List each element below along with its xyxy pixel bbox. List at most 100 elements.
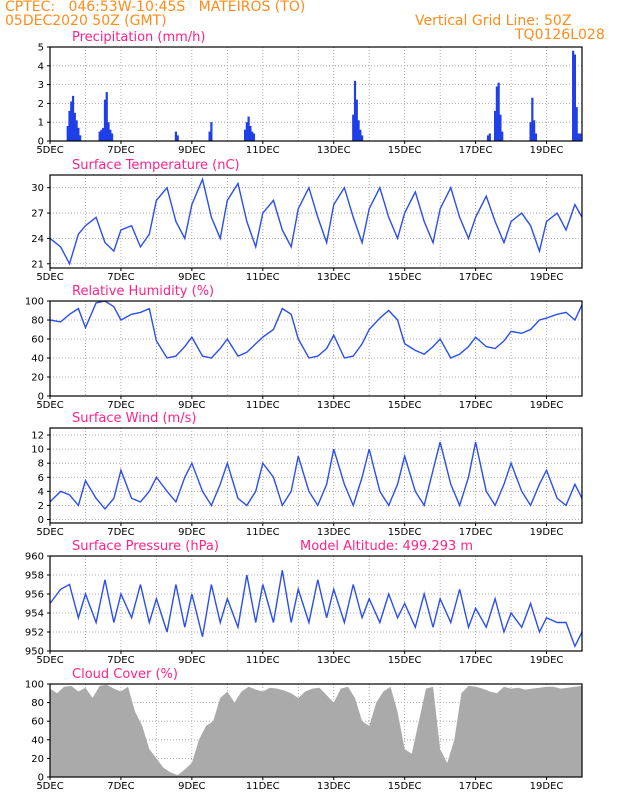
x-tick-label: 13DEC [317,272,351,283]
precip-bar [102,127,105,141]
x-tick-label: 15DEC [388,400,422,411]
x-tick-label: 11DEC [246,781,280,792]
y-tick-label: 27 [31,209,44,220]
precip-bar [495,86,498,141]
precip-bar [488,133,491,141]
precip-bar [77,127,80,141]
precip-bar [534,133,537,141]
y-tick-label: 958 [25,571,44,582]
precip-bar [501,131,504,141]
precip-bar [251,131,254,141]
y-tick-label: 0 [38,392,44,403]
y-tick-label: 80 [31,698,44,709]
precip-bar [247,116,250,141]
precip-bar [105,92,108,141]
panel-title: Relative Humidity (%) [72,284,214,299]
y-tick-label: 12 [31,431,44,442]
x-tick-label: 5DEC [36,145,63,156]
y-tick-label: 0 [38,137,44,148]
panel-title: Surface Temperature (nC) [72,158,240,173]
y-tick-label: 40 [31,354,44,365]
x-tick-label: 5DEC [36,400,63,411]
precip-bar [575,107,578,141]
precip-bar [75,120,78,141]
plot-frame [49,174,583,269]
x-tick-label: 7DEC [107,527,134,538]
model-code: TQ0126L028 [515,27,605,43]
x-tick-label: 17DEC [459,145,493,156]
y-tick-label: 956 [25,590,44,601]
y-tick-label: 10 [31,445,44,456]
x-tick-label: 19DEC [530,272,564,283]
x-tick-label: 15DEC [388,272,422,283]
run-date: 05DEC2020 50Z (GMT) [5,13,167,29]
precip-bar [103,99,107,141]
vertical-grid-note: Vertical Grid Line: 50Z [415,13,572,29]
precip-bar [98,131,101,141]
x-tick-label: 19DEC [530,400,564,411]
x-tick-label: 15DEC [388,781,422,792]
precip-bar [529,122,532,141]
precip-bar [249,125,252,141]
x-tick-label: 5DEC [36,527,63,538]
y-tick-label: 21 [31,259,44,270]
x-tick-label: 19DEC [530,145,564,156]
x-tick-label: 17DEC [459,400,493,411]
y-tick-label: 100 [25,297,44,308]
x-tick-label: 7DEC [107,145,134,156]
x-tick-label: 11DEC [246,145,280,156]
y-tick-label: 0 [38,515,44,526]
x-tick-label: 11DEC [246,272,280,283]
wind-panel: 0 2 4 6 8 10 12 5DEC 7DEC 9DEC 11DEC 13DEC 15DEC 17DE… [31,411,583,538]
y-tick-label: 0 [38,773,44,784]
y-tick-label: 100 [25,680,44,691]
y-tick-label: 6 [38,473,44,484]
precip-bar [100,129,103,141]
x-tick-label: 5DEC [36,655,63,666]
precip-bar [107,122,110,141]
plot-frame [49,683,583,778]
precip-bar [499,114,502,141]
pressure-panel: 950 952 954 956 958 960 5DEC 7DEC 9DEC 11DEC 13DEC… [25,539,583,666]
precip-bar [494,110,497,141]
y-tick-label: 24 [31,234,44,245]
y-tick-label: 952 [25,628,44,639]
x-tick-label: 13DEC [317,527,351,538]
precip-bar [497,82,500,141]
x-tick-label: 15DEC [388,145,422,156]
x-tick-label: 13DEC [317,145,351,156]
cloud-cover-area [50,684,582,777]
plot-frame [49,46,583,142]
temperature-line [49,176,583,266]
temperature-panel: 21 24 27 30 5DEC 7DEC 9DEC 11DEC 13DEC 15DEC 17DEC… [31,158,583,283]
precip-bar [68,110,71,141]
x-tick-label: 9DEC [178,145,205,156]
model-altitude-note: Model Altitude: 499.293 m [300,539,473,554]
precip-bar [353,80,357,141]
x-tick-label: 7DEC [107,655,134,666]
precip-bar [243,129,247,141]
precip-bar [109,129,112,141]
y-tick-label: 2 [38,501,44,512]
y-tick-label: 954 [25,609,44,620]
y-tick-label: 950 [25,647,44,658]
precip-bar [355,99,358,141]
precip-bar [531,97,534,141]
precip-bar [70,101,73,141]
y-tick-label: 1 [38,118,44,129]
panel-title: Precipitation (mm/h) [72,30,205,45]
precipitation-panel: 0 1 2 3 4 5 5DEC 7DEC 9DEC 11DEC 13DEC 15DEC 17DEC 19… [36,30,583,156]
y-tick-label: 30 [31,183,44,194]
panel-title: Cloud Cover (%) [72,667,178,682]
precip-bar [210,122,213,141]
x-tick-label: 11DEC [246,527,280,538]
humidity-panel: 0 20 40 60 80 100 5DEC 7DEC 9DEC 11DEC 13DEC 15DEC 1… [25,284,583,411]
precip-bar [73,112,76,141]
precip-bar [577,133,580,141]
y-tick-label: 20 [31,373,44,384]
precip-bar [66,125,69,141]
y-tick-label: 20 [31,754,44,765]
x-tick-label: 9DEC [178,655,205,666]
precip-bar [176,135,179,141]
